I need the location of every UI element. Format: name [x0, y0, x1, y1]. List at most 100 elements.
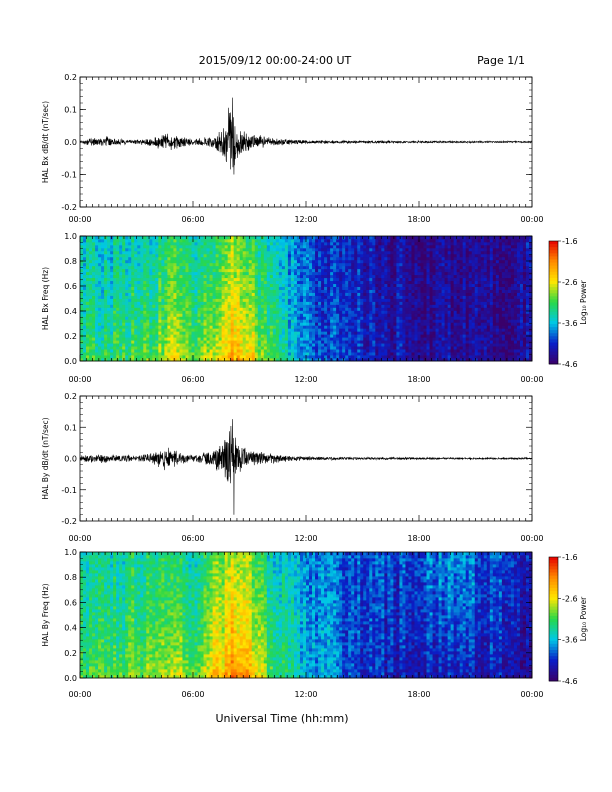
- spectrogram-cell: [339, 340, 343, 344]
- spectrogram-cell: [206, 334, 210, 338]
- spectrogram-cell: [387, 262, 391, 267]
- spectrogram-cell: [251, 283, 256, 287]
- spectrogram-cell: [149, 298, 153, 302]
- spectrogram-cell: [212, 325, 216, 329]
- spectrogram-cell: [293, 280, 298, 285]
- spectrogram-cell: [230, 346, 235, 350]
- spectrogram-cell: [80, 244, 84, 249]
- spectrogram-cell: [351, 280, 355, 285]
- spectrogram-cell: [119, 286, 123, 290]
- spectrogram-cell: [266, 241, 271, 246]
- spectrogram-cell: [384, 310, 388, 314]
- spectrogram-cell: [384, 331, 388, 335]
- spectrogram-cell: [315, 250, 319, 255]
- spectrogram-cell: [179, 259, 183, 264]
- spectrogram-cell: [354, 277, 358, 282]
- spectrogram-cell: [122, 349, 126, 353]
- spectrogram-cell: [110, 238, 114, 243]
- spectrogram-cell: [215, 253, 220, 258]
- spectrogram-cell: [140, 262, 144, 267]
- spectrogram-cell: [363, 286, 367, 290]
- spectrogram-cell: [143, 322, 147, 326]
- spectrogram-cell: [89, 271, 93, 276]
- spectrogram-cell: [185, 349, 189, 353]
- spectrogram-cell: [170, 256, 174, 261]
- spectrogram-cell: [92, 262, 96, 267]
- spectrogram-cell: [275, 286, 280, 290]
- spectrogram-cell: [318, 247, 322, 252]
- spectrogram-cell: [185, 271, 189, 276]
- spectrogram-cell: [393, 277, 397, 282]
- spectrogram-cell: [227, 274, 232, 279]
- spectrogram-cell: [104, 340, 108, 344]
- spectrogram-cell: [333, 346, 337, 350]
- spectrogram-cell: [284, 331, 289, 335]
- spectrogram-cell: [80, 280, 84, 285]
- spectrogram-cell: [369, 238, 373, 243]
- spectrogram-cell: [143, 331, 147, 335]
- spectrogram-cell: [167, 340, 171, 344]
- spectrogram-cell: [164, 316, 168, 320]
- spectrogram-cell: [92, 256, 96, 261]
- spectrogram-cell: [381, 247, 385, 252]
- spectrogram-cell: [242, 340, 247, 344]
- spectrogram-cell: [122, 238, 126, 243]
- spectrogram-cell: [125, 322, 129, 326]
- spectrogram-cell: [137, 340, 141, 344]
- spectrogram-cell: [197, 292, 201, 296]
- spectrogram-cell: [363, 337, 367, 341]
- spectrogram-cell: [95, 313, 99, 317]
- spectrogram-cell: [128, 262, 132, 267]
- spectrogram-cell: [414, 307, 418, 311]
- spectrogram-cell: [179, 286, 183, 290]
- spectrogram-cell: [420, 304, 424, 308]
- spectrogram-cell: [233, 277, 238, 282]
- spectrogram-cell: [272, 316, 277, 320]
- spectrogram-cell: [110, 289, 114, 293]
- spectrogram-cell: [215, 289, 220, 293]
- spectrogram-cell: [104, 301, 108, 305]
- spectrogram-cell: [278, 346, 283, 350]
- spectrogram-cell: [86, 253, 90, 258]
- spectrogram-cell: [414, 340, 418, 344]
- spectrogram-cell: [149, 289, 153, 293]
- spectrogram-cell: [206, 238, 210, 243]
- spectrogram-cell: [411, 316, 415, 320]
- spectrogram-cell: [152, 265, 156, 270]
- spectrogram-cell: [272, 313, 277, 317]
- spectrogram-cell: [188, 319, 192, 323]
- spectrogram-cell: [324, 313, 328, 317]
- spectrogram-cell: [119, 277, 123, 282]
- spectrogram-cell: [296, 259, 301, 264]
- spectrogram-cell: [83, 286, 87, 290]
- spectrogram-cell: [89, 352, 93, 356]
- spectrogram-cell: [203, 349, 207, 353]
- spectrogram-cell: [399, 292, 403, 296]
- spectrogram-cell: [86, 346, 90, 350]
- spectrogram-cell: [146, 307, 150, 311]
- spectrogram-cell: [251, 289, 256, 293]
- spectrogram-cell: [173, 322, 177, 326]
- spectrogram-cell: [405, 280, 409, 285]
- spectrogram-cell: [164, 355, 168, 359]
- spectrogram-cell: [155, 283, 159, 287]
- spectrogram-cell: [200, 331, 204, 335]
- spectrogram-cell: [206, 310, 210, 314]
- spectrogram-cell: [363, 310, 367, 314]
- spectrogram-cell: [284, 352, 289, 356]
- spectrogram-cell: [188, 256, 192, 261]
- spectrogram-cell: [137, 343, 141, 347]
- spectrogram-cell: [257, 310, 262, 314]
- spectrogram-cell: [296, 241, 301, 246]
- spectrogram-cell: [149, 310, 153, 314]
- spectrogram-cell: [122, 268, 126, 273]
- spectrogram-cell: [149, 271, 153, 276]
- spectrogram-cell: [312, 346, 316, 350]
- spectrogram-cell: [287, 334, 292, 338]
- spectrogram-cell: [143, 298, 147, 302]
- spectrogram-cell: [80, 295, 84, 299]
- spectrogram-cell: [101, 337, 105, 341]
- spectrogram-cell: [281, 265, 286, 270]
- spectrogram-cell: [128, 295, 132, 299]
- spectrogram-cell: [393, 337, 397, 341]
